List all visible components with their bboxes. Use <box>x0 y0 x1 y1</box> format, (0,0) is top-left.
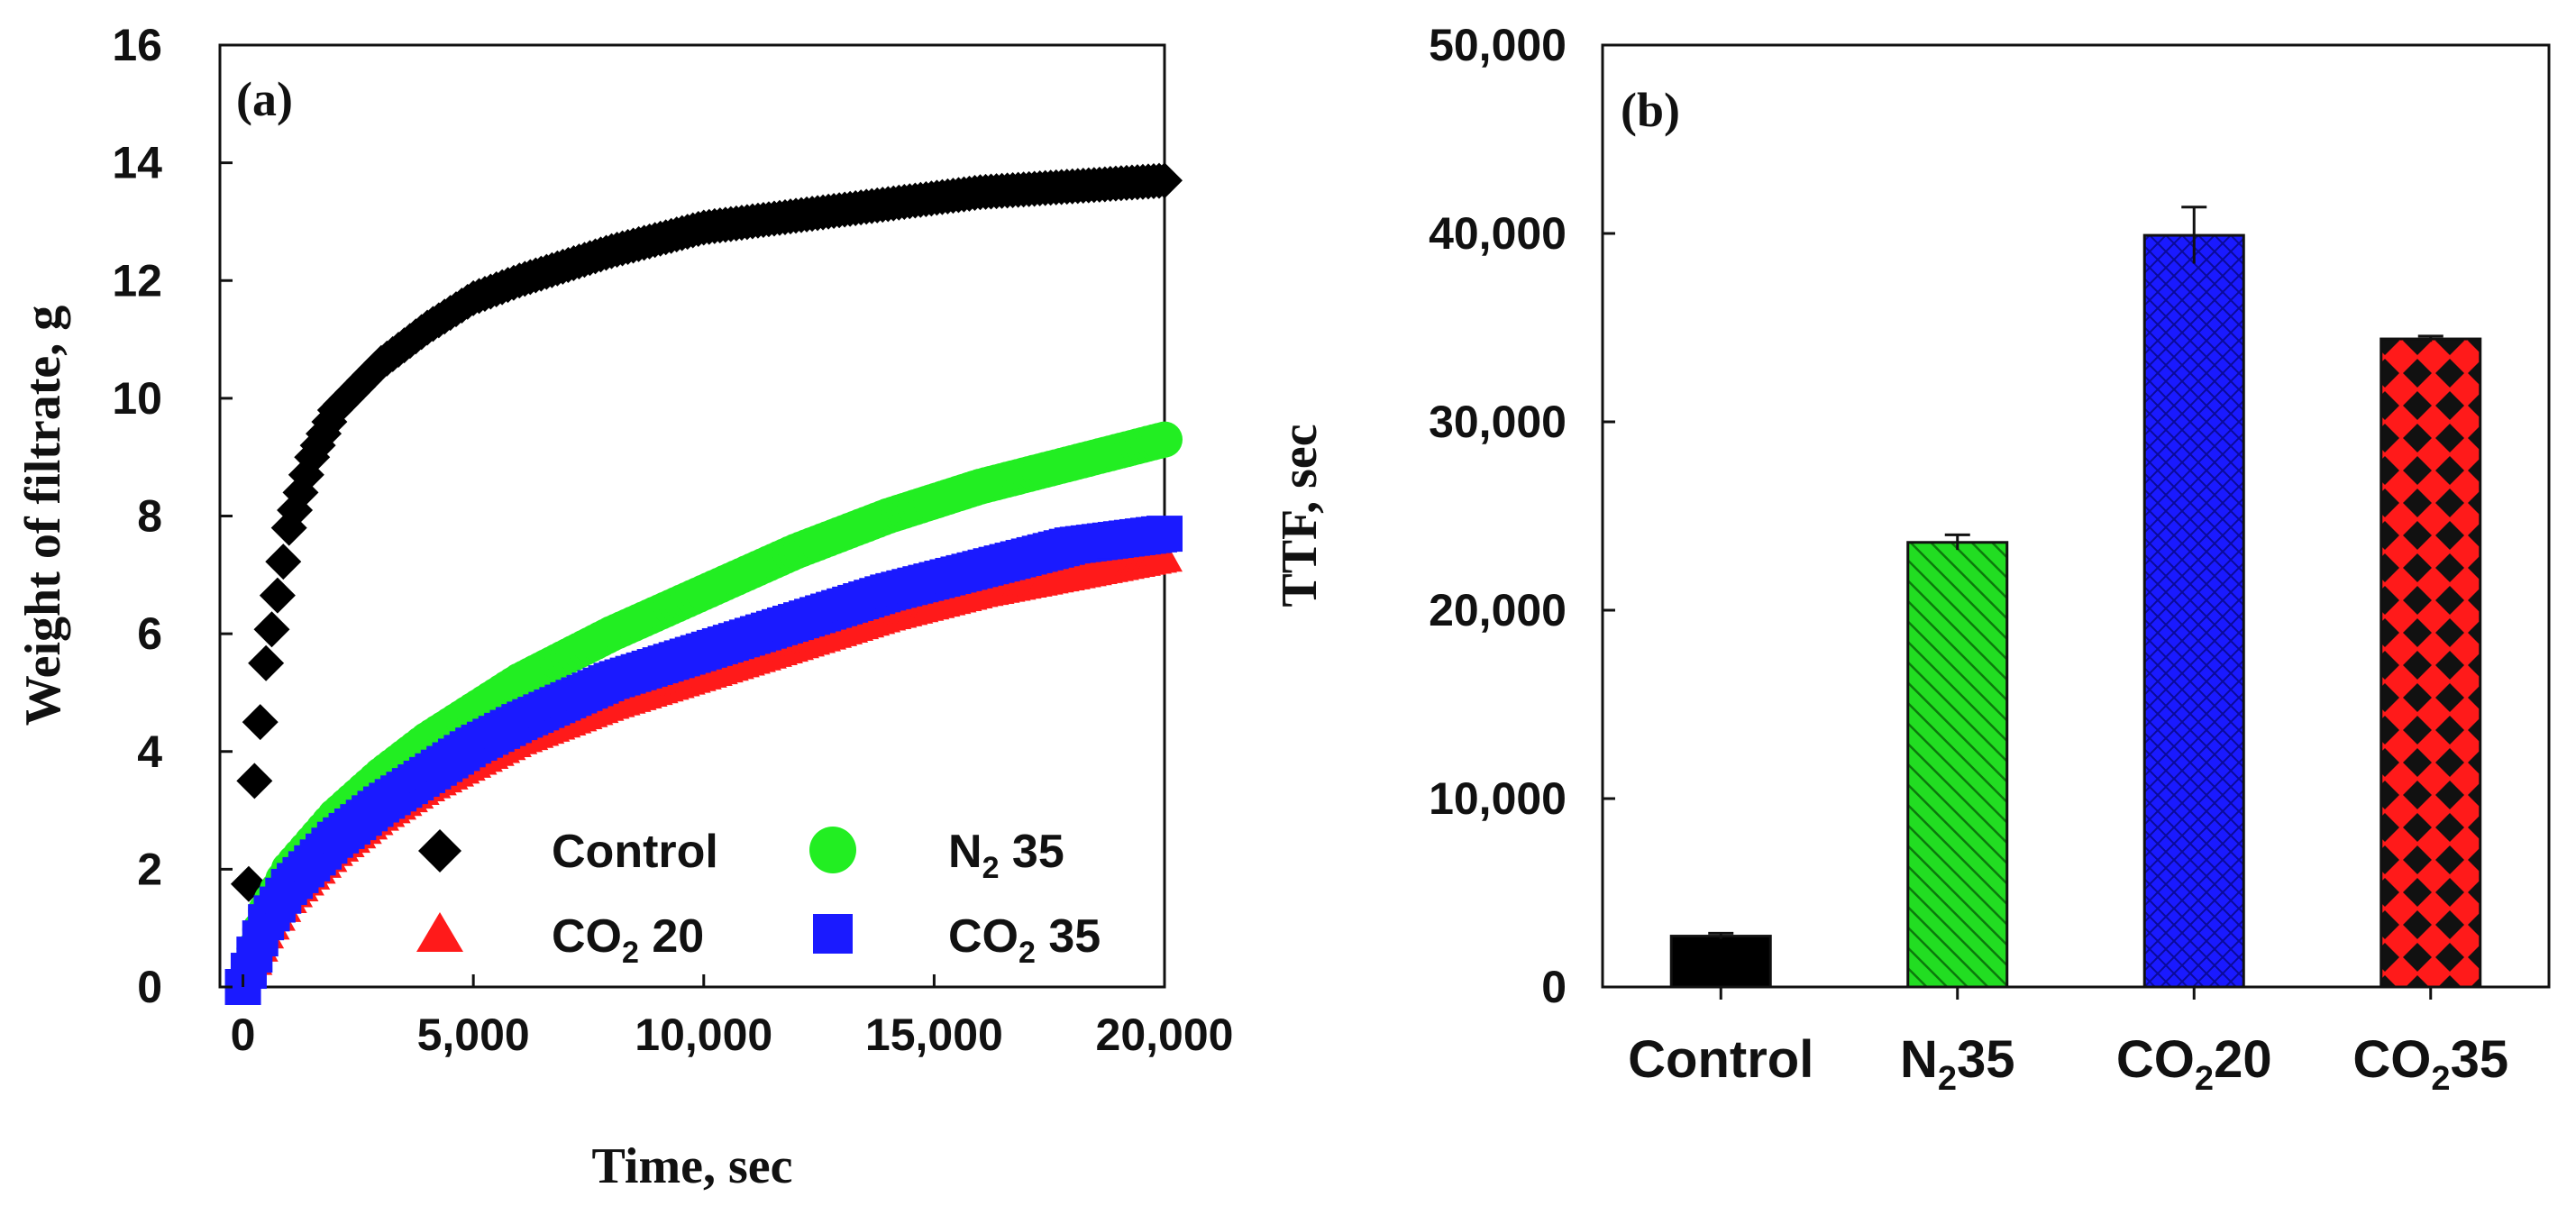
panel-a-line-chart: (a) 0 2 4 6 8 10 12 14 16 0 5,000 10,000 15,000 20,0… <box>15 20 1233 1194</box>
legend-item-control: Control <box>418 826 718 878</box>
series-co2-35 <box>224 516 1183 1005</box>
bar <box>2142 233 2245 989</box>
legend-label-control: Control <box>552 826 718 878</box>
legend-label-co2-35: CO2 35 <box>948 910 1101 970</box>
y-tick-label: 50,000 <box>1429 20 1567 70</box>
x-tick-label: 5,000 <box>417 1010 530 1060</box>
y-tick-label: 0 <box>1541 962 1567 1012</box>
data-point <box>1146 539 1183 572</box>
panel-b-label: (b) <box>1621 83 1680 137</box>
legend-diamond-marker <box>418 829 461 873</box>
series-control <box>224 162 1183 1005</box>
bar <box>2380 337 2482 989</box>
legend-label-co2-20: CO2 20 <box>552 910 704 970</box>
category-label: CO235 <box>2352 1030 2508 1098</box>
y-tick-label: 10,000 <box>1429 773 1567 824</box>
y-tick-label: 40,000 <box>1429 208 1567 259</box>
y-tick-label: 4 <box>137 726 162 777</box>
panel-a-label: (a) <box>236 72 293 126</box>
x-tick-label: 20,000 <box>1096 1010 1234 1060</box>
x-tick-label: 0 <box>231 1010 256 1060</box>
data-point <box>248 644 285 681</box>
panel-a-y-axis-label: Weight of filtrate, g <box>15 306 71 726</box>
panel-b-y-axis: 0 10,000 20,000 30,000 40,000 50,000 <box>1429 20 1615 1012</box>
x-tick-label: 15,000 <box>865 1010 1003 1060</box>
category-label: CO220 <box>2116 1030 2272 1098</box>
y-tick-label: 14 <box>112 138 162 188</box>
legend-triangle-marker <box>416 912 463 952</box>
y-tick-label: 0 <box>137 962 162 1012</box>
legend-circle-marker <box>809 827 856 873</box>
y-tick-label: 30,000 <box>1429 397 1567 447</box>
panel-b-bar-chart: (b) 0 10,000 20,000 30,000 40,000 50,000 Cont… <box>1272 20 2551 1098</box>
y-tick-label: 2 <box>137 844 162 894</box>
y-tick-label: 20,000 <box>1429 585 1567 635</box>
bar <box>1669 935 1772 989</box>
panel-a-legend: Control N2 35 CO2 20 CO2 35 <box>416 826 1101 970</box>
data-point <box>236 763 273 799</box>
data-point <box>253 611 290 648</box>
x-tick-label: 10,000 <box>635 1010 772 1060</box>
panel-a-x-axis: 0 5,000 10,000 15,000 20,000 <box>231 974 1234 1060</box>
panel-b-bars-group <box>1669 206 2482 989</box>
y-tick-label: 6 <box>137 608 162 659</box>
panel-a-series-group <box>224 162 1183 1005</box>
y-tick-label: 12 <box>112 255 162 306</box>
panel-b-x-axis: Control N235 CO220 CO235 <box>1628 987 2508 1098</box>
data-point <box>1146 421 1183 458</box>
data-point <box>265 544 302 580</box>
bar <box>1906 541 2009 989</box>
data-point <box>242 704 279 741</box>
y-tick-label: 16 <box>112 20 162 70</box>
category-label: Control <box>1628 1030 1813 1089</box>
legend-item-n2-35: N2 35 <box>809 826 1064 885</box>
data-point <box>1146 516 1183 553</box>
data-point <box>1146 162 1183 199</box>
panel-a-x-axis-label: Time, sec <box>592 1138 793 1194</box>
y-tick-label: 8 <box>137 491 162 542</box>
category-label: N235 <box>1900 1030 2015 1098</box>
y-tick-label: 10 <box>112 373 162 424</box>
legend-item-co2-35: CO2 35 <box>813 910 1101 970</box>
panel-a-y-axis: 0 2 4 6 8 10 12 14 16 <box>112 20 233 1012</box>
data-point <box>259 577 296 614</box>
legend-item-co2-20: CO2 20 <box>416 910 704 970</box>
panel-b-y-axis-label: TTF, sec <box>1272 424 1328 607</box>
legend-square-marker <box>813 914 853 954</box>
legend-label-n2-35: N2 35 <box>948 826 1064 885</box>
